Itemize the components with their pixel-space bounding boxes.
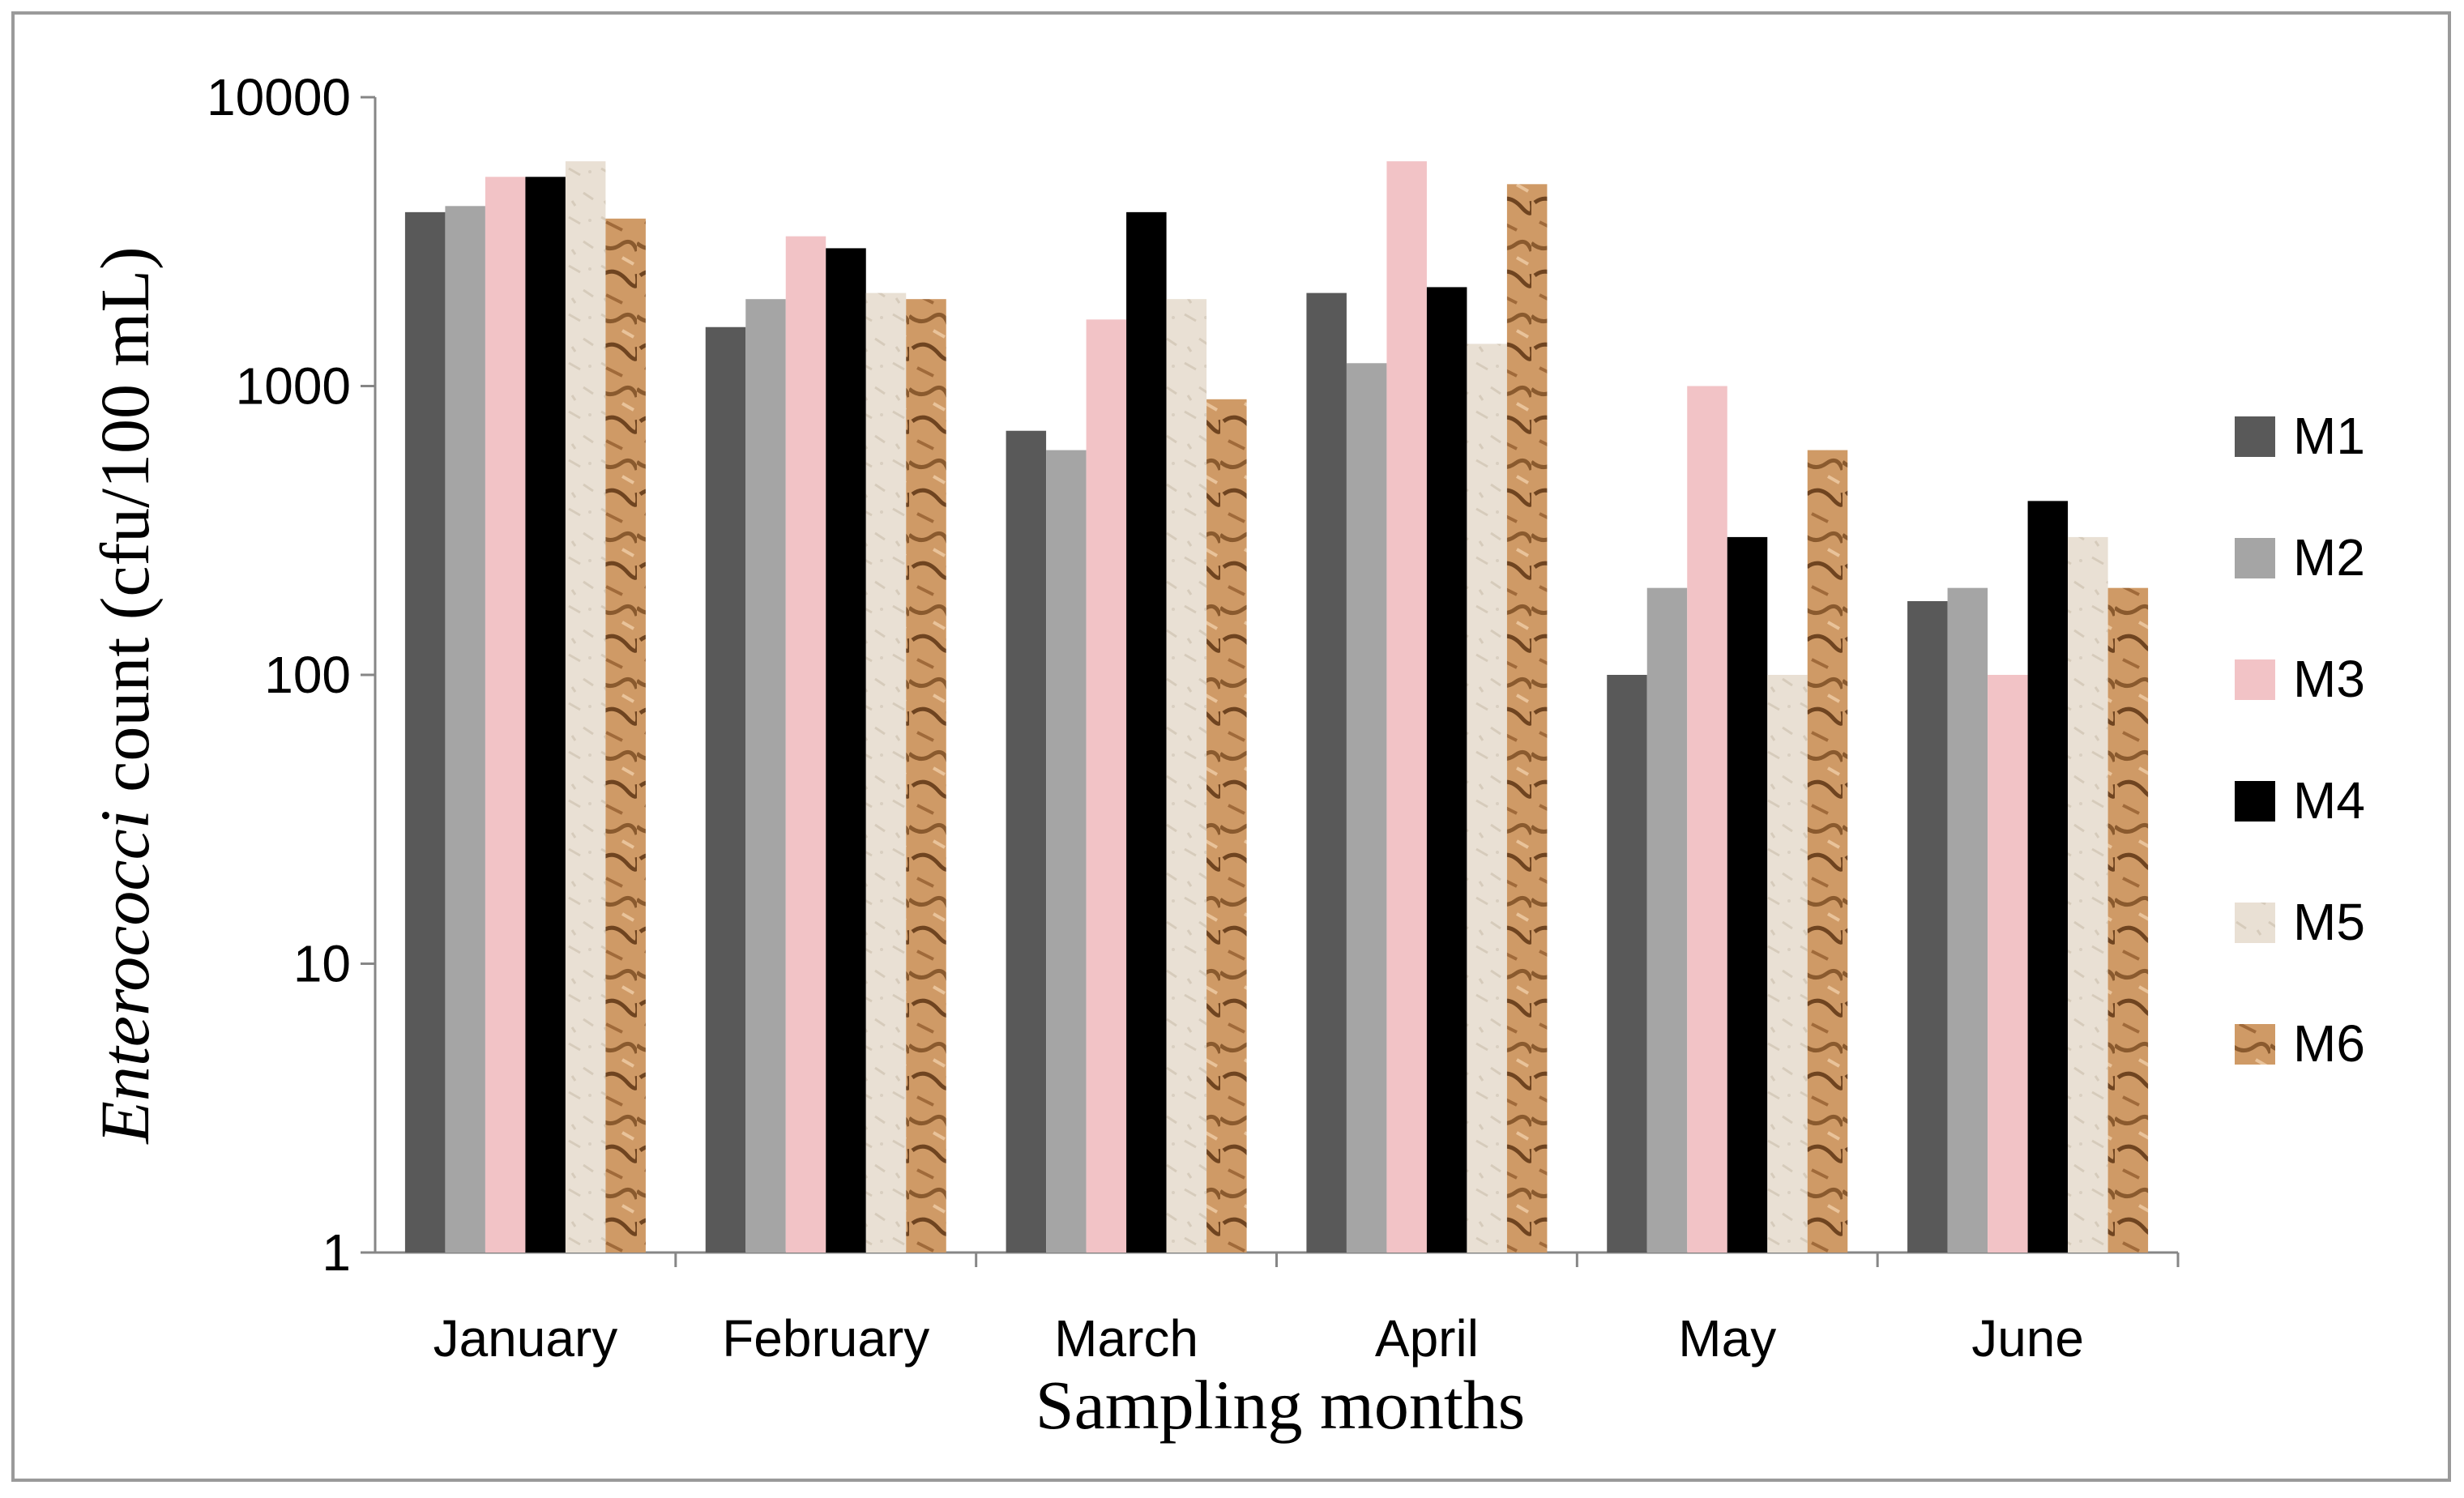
bar-m2-january bbox=[445, 206, 485, 1253]
x-tick-label: June bbox=[1971, 1309, 2084, 1368]
bar-m1-june bbox=[1907, 600, 1948, 1253]
bar-m3-april bbox=[1386, 161, 1427, 1253]
bar-m2-april bbox=[1346, 363, 1387, 1253]
x-tick-label: March bbox=[1054, 1309, 1198, 1368]
bar-m4-may bbox=[1727, 536, 1768, 1253]
bar-m4-june bbox=[2027, 501, 2069, 1253]
bar-m5-january bbox=[565, 161, 606, 1253]
bars bbox=[404, 161, 2149, 1253]
legend-label-m2: M2 bbox=[2293, 528, 2365, 587]
bar-m6-may bbox=[1807, 450, 1848, 1253]
x-tick-label: April bbox=[1375, 1309, 1479, 1368]
bar-m2-february bbox=[745, 299, 786, 1253]
x-tick-label: January bbox=[433, 1309, 618, 1368]
y-tick-label: 1 bbox=[322, 1223, 351, 1282]
legend-label-m5: M5 bbox=[2293, 893, 2365, 951]
bar-m4-february bbox=[826, 248, 866, 1253]
bar-m4-april bbox=[1426, 287, 1467, 1253]
x-tick-label: May bbox=[1678, 1309, 1776, 1368]
legend-label-m4: M4 bbox=[2293, 771, 2365, 830]
legend-swatch-m5 bbox=[2235, 903, 2275, 943]
y-axis-title: Enterococci count (cfu/100 mL) bbox=[86, 246, 164, 1145]
x-tick-label: February bbox=[722, 1309, 929, 1368]
legend-swatch-m3 bbox=[2235, 659, 2275, 700]
bar-m4-january bbox=[525, 177, 566, 1253]
legend-label-m3: M3 bbox=[2293, 650, 2365, 708]
bar-m5-march bbox=[1166, 299, 1207, 1253]
y-tick-label: 10 bbox=[293, 935, 351, 993]
bar-m6-june bbox=[2107, 587, 2149, 1253]
bar-m3-june bbox=[1988, 675, 2028, 1253]
bar-m2-march bbox=[1046, 450, 1087, 1253]
legend-swatch-m6 bbox=[2235, 1024, 2275, 1065]
axes: 1 10 100 1000 10000 January February March April… bbox=[207, 68, 2180, 1368]
bar-m1-march bbox=[1006, 430, 1047, 1253]
legend-swatch-m4 bbox=[2235, 781, 2275, 822]
bar-m2-may bbox=[1646, 587, 1688, 1253]
bar-m5-june bbox=[2068, 536, 2108, 1253]
chart-frame: 1 10 100 1000 10000 January February March April… bbox=[11, 11, 2451, 1482]
bar-m1-april bbox=[1306, 292, 1347, 1253]
bar-m3-january bbox=[485, 177, 526, 1253]
bar-m3-march bbox=[1086, 319, 1127, 1253]
bar-m6-april bbox=[1506, 184, 1548, 1253]
legend-label-m6: M6 bbox=[2293, 1014, 2365, 1073]
bar-m5-may bbox=[1767, 675, 1808, 1253]
y-axis-title-rest: count (cfu/100 mL) bbox=[86, 246, 164, 809]
bar-m3-february bbox=[785, 236, 826, 1253]
bar-m3-may bbox=[1687, 386, 1727, 1253]
bar-m1-may bbox=[1607, 675, 1647, 1253]
bar-m4-march bbox=[1126, 211, 1167, 1253]
bar-m6-march bbox=[1206, 399, 1247, 1253]
bar-m2-june bbox=[1947, 587, 1988, 1253]
y-tick-label: 100 bbox=[264, 646, 351, 704]
legend-swatch-m1 bbox=[2235, 416, 2275, 457]
bar-m6-february bbox=[906, 299, 946, 1253]
y-tick-label: 1000 bbox=[236, 357, 351, 416]
y-axis-title-italic: Enterococci bbox=[86, 809, 164, 1145]
bar-m1-february bbox=[705, 326, 746, 1253]
y-tick-label: 10000 bbox=[207, 68, 351, 126]
legend: M1 M2 M3 M4 M5 M6 bbox=[2235, 407, 2365, 1073]
enterococci-bar-chart: 1 10 100 1000 10000 January February March April… bbox=[86, 68, 2365, 1444]
legend-swatch-m2 bbox=[2235, 538, 2275, 578]
legend-label-m1: M1 bbox=[2293, 407, 2365, 465]
bar-m5-april bbox=[1467, 344, 1507, 1253]
bar-m6-january bbox=[605, 218, 646, 1253]
bar-m1-january bbox=[404, 211, 446, 1253]
x-axis-title: Sampling months bbox=[1036, 1366, 1525, 1444]
bar-m5-february bbox=[865, 292, 907, 1253]
